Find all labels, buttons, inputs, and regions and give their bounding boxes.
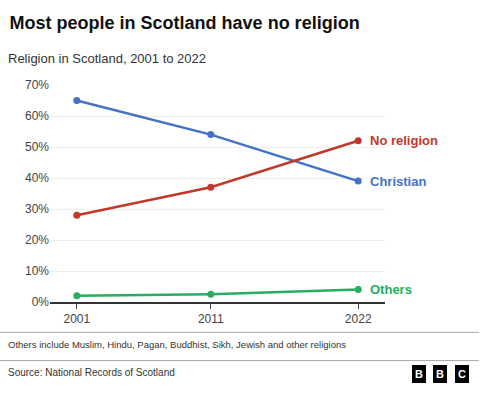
svg-text:40%: 40%	[25, 171, 49, 185]
svg-text:C: C	[458, 368, 466, 380]
svg-text:B: B	[415, 368, 423, 380]
svg-text:2001: 2001	[63, 312, 90, 326]
svg-text:Christian: Christian	[370, 174, 426, 189]
svg-text:Most people in Scotland have n: Most people in Scotland have no religion	[10, 13, 360, 33]
svg-text:Source: National Records of Sc: Source: National Records of Scotland	[8, 367, 175, 378]
svg-text:30%: 30%	[25, 202, 49, 216]
svg-text:0%: 0%	[32, 295, 50, 309]
svg-text:Religion in Scotland, 2001 to: Religion in Scotland, 2001 to 2022	[8, 51, 206, 66]
svg-text:Others: Others	[370, 282, 412, 297]
svg-text:2022: 2022	[345, 312, 372, 326]
svg-text:2011: 2011	[198, 312, 224, 326]
svg-text:50%: 50%	[25, 140, 49, 154]
svg-text:10%: 10%	[25, 264, 49, 278]
svg-text:20%: 20%	[25, 233, 49, 247]
svg-text:Others include Muslim, Hindu,: Others include Muslim, Hindu, Pagan, Bud…	[8, 339, 346, 350]
svg-text:B: B	[436, 368, 444, 380]
svg-text:No religion: No religion	[370, 133, 438, 148]
svg-text:70%: 70%	[25, 78, 49, 92]
svg-text:60%: 60%	[25, 109, 49, 123]
